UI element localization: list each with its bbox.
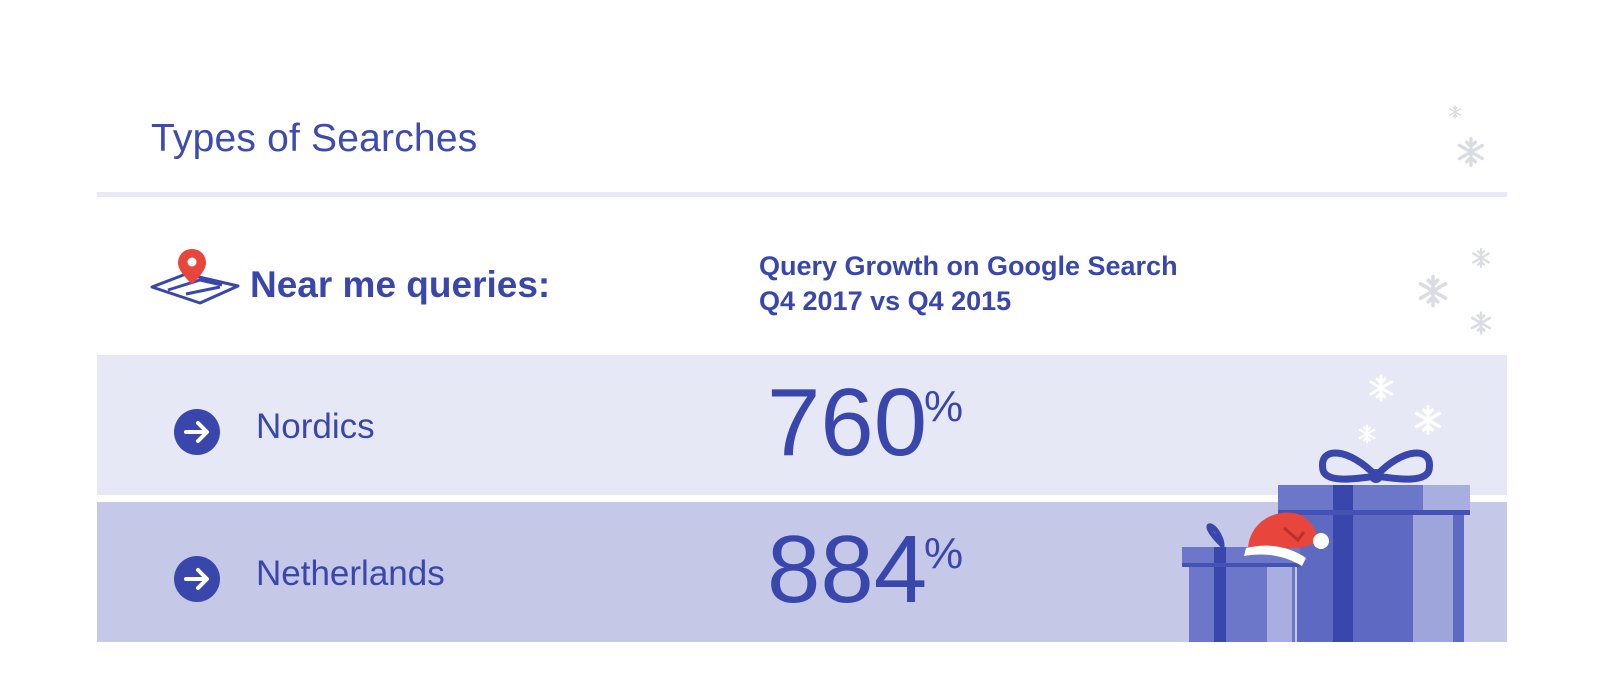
region-label: Netherlands — [256, 554, 445, 593]
growth-title-line2: Q4 2017 vs Q4 2015 — [759, 286, 1012, 316]
growth-value: 884 — [767, 516, 928, 623]
title-divider — [97, 192, 1507, 197]
growth-unit: % — [924, 529, 964, 578]
growth-title: Query Growth on Google Search Q4 2017 vs… — [759, 249, 1178, 319]
arrow-right-circle-icon — [174, 409, 220, 455]
page-title: Types of Searches — [151, 117, 478, 160]
table-row-netherlands: Netherlands 884 % — [97, 502, 1507, 642]
map-pin-icon — [150, 249, 240, 305]
table-row-nordics: Nordics 760 % — [97, 355, 1507, 495]
growth-title-line1: Query Growth on Google Search — [759, 251, 1178, 281]
snowflake-icon — [1418, 105, 1492, 335]
near-me-label: Near me queries: — [250, 264, 551, 305]
growth-unit: % — [924, 382, 964, 431]
growth-value: 760 — [767, 369, 928, 476]
arrow-right-circle-icon — [174, 556, 220, 602]
region-label: Nordics — [256, 407, 375, 446]
